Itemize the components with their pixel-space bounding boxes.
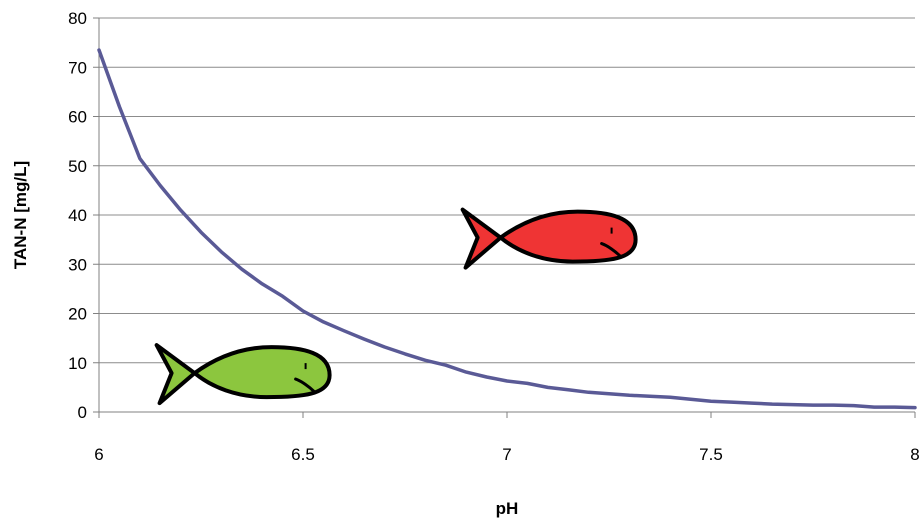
fish-icon <box>460 207 638 270</box>
x-tick-label: 7.5 <box>699 445 723 464</box>
x-tick-label: 6 <box>94 445 103 464</box>
fish-icon <box>154 343 332 406</box>
grid-lines <box>99 17 915 364</box>
y-tick-label: 20 <box>68 305 87 324</box>
y-tick-label: 60 <box>68 108 87 127</box>
series-line <box>97 48 917 410</box>
annotations <box>154 207 638 406</box>
x-tick-label: 6.5 <box>291 445 315 464</box>
y-tick-labels: 0 10 20 30 40 50 60 70 80 <box>68 9 87 422</box>
y-tick-label: 50 <box>68 157 87 176</box>
y-tick-label: 80 <box>68 9 87 28</box>
y-tick-label: 30 <box>68 255 87 274</box>
x-tick-label: 7 <box>502 445 511 464</box>
x-axis-title: pH <box>496 499 519 518</box>
y-tick-label: 10 <box>68 354 87 373</box>
series-group <box>97 48 917 410</box>
y-tick-label: 70 <box>68 58 87 77</box>
x-tick-labels: 6 6.5 7 7.5 8 <box>94 445 919 464</box>
y-axis-title: TAN-N [mg/L] <box>11 161 30 269</box>
x-tick-label: 8 <box>910 445 919 464</box>
axes <box>93 17 916 418</box>
y-tick-label: 0 <box>78 403 87 422</box>
y-tick-label: 40 <box>68 206 87 225</box>
